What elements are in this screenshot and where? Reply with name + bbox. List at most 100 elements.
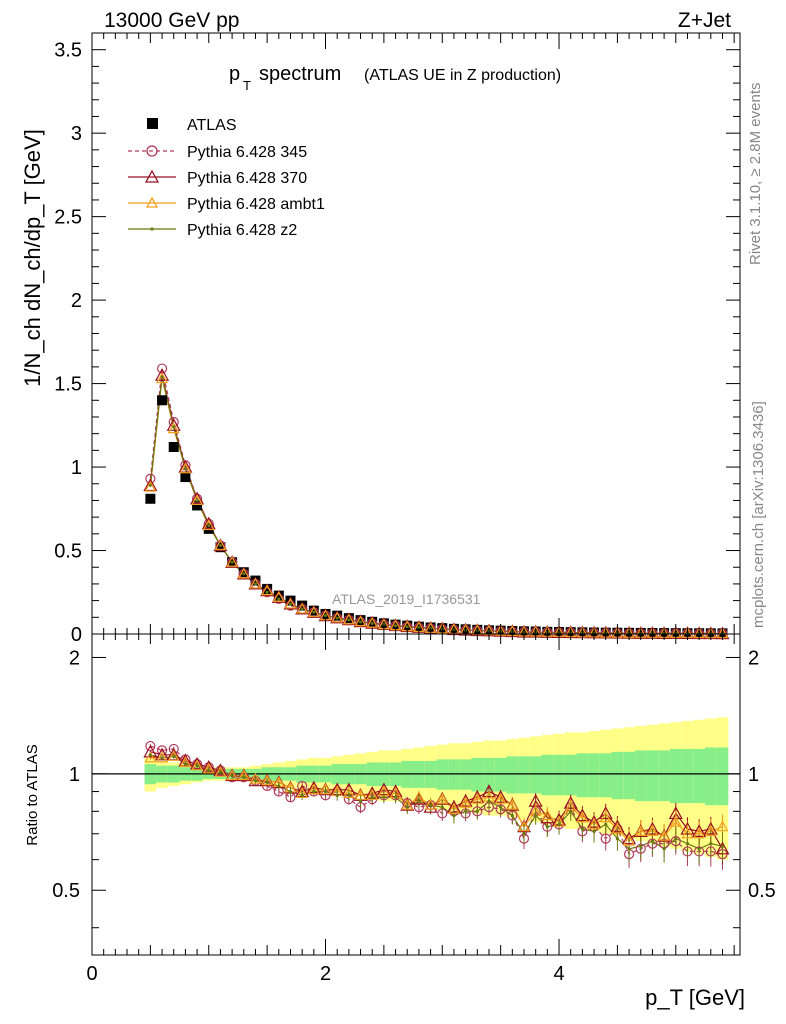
ratio-band-inner [483, 757, 495, 792]
ratio-p370-marker [213, 763, 228, 777]
atlas-data-point [250, 575, 261, 586]
ratio-z2-marker [335, 793, 339, 797]
ratio-z2-marker [510, 813, 514, 818]
ratio-band-inner [506, 756, 519, 794]
ratio-z2-marker [417, 799, 421, 803]
z2-marker [288, 602, 292, 606]
ratio-band-inner [448, 759, 460, 790]
ratio-band-inner [564, 754, 577, 796]
ratio-y-tick-label-right: 2 [748, 647, 759, 669]
ratio-band-inner [494, 757, 507, 792]
ratio-y-tick-label-right: 0.5 [748, 880, 776, 902]
ratio-ambt1-marker [436, 792, 449, 804]
atlas-data-point [308, 605, 319, 616]
ratio-z2-marker [557, 822, 561, 827]
ratio-z2-marker [580, 827, 584, 831]
ratio-ambt1-marker [506, 798, 519, 810]
legend-label-370: Pythia 6.428 370 [187, 170, 307, 187]
ratio-ambt1-marker [681, 827, 694, 839]
z2-marker [172, 425, 176, 429]
plot-title-p: p [229, 63, 240, 85]
ratio-p345-marker [437, 808, 448, 819]
atlas-data-point [215, 542, 226, 553]
ratio-z2-marker [487, 799, 491, 803]
z2-marker [148, 483, 152, 487]
ratio-ambt1-marker [319, 783, 332, 795]
ratio-z2-marker [347, 793, 351, 797]
ambt1-marker [342, 613, 355, 625]
ratio-p345-marker [670, 836, 681, 847]
ratio-p345-marker [308, 786, 319, 797]
main-y-tick-label: 0 [71, 624, 82, 646]
ratio-z2-marker [639, 844, 643, 848]
ratio-ambt1-marker [307, 783, 320, 795]
ratio-ambt1-marker [669, 815, 682, 827]
ratio-z2-marker [370, 795, 374, 799]
p370-marker [201, 516, 216, 530]
rivet-label: Rivet 3.1.10, ≥ 2.8M events [747, 83, 764, 266]
ratio-band-inner [436, 759, 449, 790]
z2-marker [405, 625, 409, 629]
x-axis-label: p_T [GeV] [645, 985, 745, 1010]
ambt1-marker [167, 422, 180, 434]
ratio-ambt1-marker [167, 750, 180, 761]
ratio-p345-marker [705, 846, 716, 857]
ratio-z2-marker [452, 813, 456, 818]
legend-marker-z2 [150, 227, 154, 231]
process-label: Z+Jet [678, 9, 731, 32]
ratio-z2-marker [160, 756, 164, 760]
ratio-p370-marker [563, 795, 578, 809]
ambt1-marker [156, 372, 169, 384]
z2-marker [218, 544, 222, 548]
ratio-z2-marker [148, 753, 152, 757]
ratio-p345-marker [507, 810, 518, 821]
ratio-z2-marker [172, 754, 176, 758]
ratio-z2-marker [604, 822, 608, 827]
legend-marker-ambt1 [145, 196, 159, 208]
ratio-p370-marker [575, 808, 590, 822]
ratio-y-ticks: 0.5 1 2 0.5 1 2 [52, 647, 776, 929]
ratio-z2-marker [218, 770, 223, 774]
ratio-ambt1-marker [296, 787, 309, 799]
z2-marker [230, 560, 234, 564]
ratio-ambt1-marker [377, 785, 390, 797]
ratio-band-inner [599, 753, 612, 798]
legend-marker-atlas [147, 118, 158, 129]
ratio-y-tick-label: 2 [69, 647, 80, 669]
ratio-ambt1-marker [588, 818, 601, 830]
ratio-band-inner [658, 750, 670, 802]
ratio-z2-marker [405, 805, 409, 809]
ratio-z2-marker [358, 799, 363, 803]
ratio-ambt1-marker [553, 815, 566, 827]
ratio-p370-marker [622, 831, 637, 845]
ratio-ambt1-marker [459, 796, 472, 808]
ratio-ambt1-marker [623, 834, 636, 846]
ratio-ambt1-marker [191, 759, 204, 771]
main-y-tick-label: 1 [71, 457, 82, 479]
ratio-z2-marker [650, 839, 655, 843]
p370-marker [190, 491, 205, 505]
ratio-p345-marker [145, 740, 156, 752]
plot-title-main: spectrum [259, 63, 341, 85]
atlas-data-point [297, 600, 308, 611]
ambt1-marker [202, 519, 215, 531]
ratio-ambt1-marker [693, 827, 706, 839]
ambt1-marker [179, 462, 192, 474]
main-y-tick-label: 1.5 [54, 374, 82, 396]
atlas-data-point [320, 608, 331, 619]
ratio-band-inner [541, 754, 554, 796]
z2-marker [277, 597, 281, 601]
analysis-watermark: ATLAS_2019_I1736531 [332, 591, 481, 607]
ambt1-marker [237, 567, 250, 579]
ratio-z2-marker [697, 847, 701, 851]
ratio-p370-marker [458, 793, 473, 807]
z2-marker [253, 582, 257, 586]
ambt1-marker [366, 616, 379, 628]
ratio-z2-marker [300, 793, 304, 797]
ratio-p370-marker [376, 782, 391, 796]
ambt1-marker [261, 584, 274, 596]
ratio-uncertainty-bands [92, 717, 740, 860]
z2-marker [335, 616, 339, 620]
ambt1-marker [214, 539, 227, 551]
